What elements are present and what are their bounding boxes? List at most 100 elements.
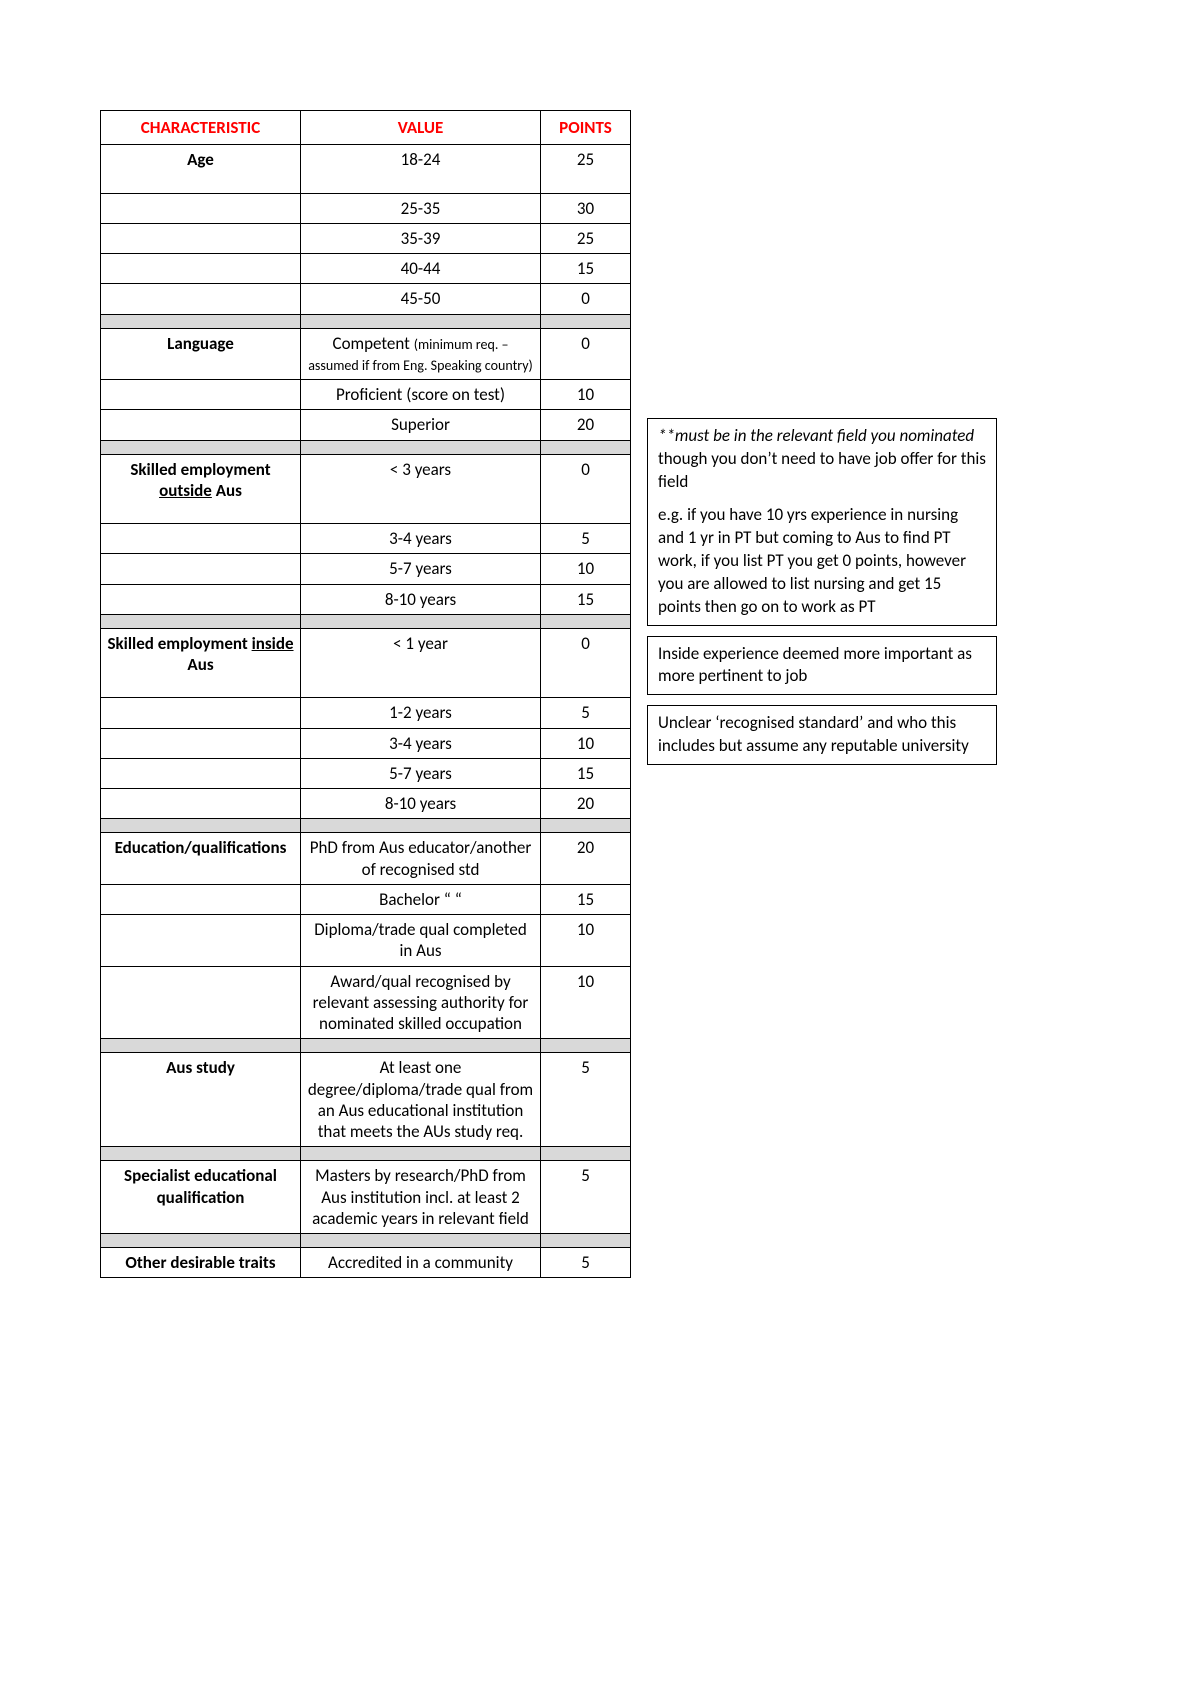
table-row: Specialist educational qualification Mas… — [101, 1161, 631, 1234]
char-spec-edu: Specialist educational qualification — [101, 1161, 301, 1234]
table-row: Award/qual recognised by relevant assess… — [101, 966, 631, 1039]
header-points: POINTS — [541, 111, 631, 145]
value-cell: 5-7 years — [301, 554, 541, 584]
table-row: Skilled employment inside Aus < 1 year 0 — [101, 628, 631, 698]
note-text: though you don’t need to have job offer … — [658, 448, 986, 492]
char-cell-empty — [101, 915, 301, 967]
label-part: Skilled employment — [130, 459, 270, 480]
value-cell: 1-2 years — [301, 698, 541, 728]
value-cell: < 1 year — [301, 628, 541, 698]
char-cell-empty — [101, 524, 301, 554]
table-header-row: CHARACTERISTIC VALUE POINTS — [101, 111, 631, 145]
table-row: Diploma/trade qual completed in Aus 10 — [101, 915, 631, 967]
char-emp-inside: Skilled employment inside Aus — [101, 628, 301, 698]
points-cell: 25 — [541, 223, 631, 253]
char-cell-empty — [101, 410, 301, 440]
points-cell: 20 — [541, 410, 631, 440]
char-cell-empty — [101, 758, 301, 788]
table-row: Education/qualifications PhD from Aus ed… — [101, 833, 631, 885]
label-underlined: outside — [159, 480, 212, 501]
points-cell: 15 — [541, 758, 631, 788]
points-cell: 10 — [541, 915, 631, 967]
value-cell: 40-44 — [301, 254, 541, 284]
char-education: Education/qualifications — [101, 833, 301, 885]
table-row: 8-10 years 15 — [101, 584, 631, 614]
label-underlined: inside — [252, 633, 294, 654]
points-cell: 15 — [541, 254, 631, 284]
table-row: 25-35 30 — [101, 193, 631, 223]
char-age: Age — [101, 145, 301, 193]
table-row: Language Competent (minimum req. – assum… — [101, 328, 631, 380]
char-other: Other desirable traits — [101, 1248, 301, 1278]
header-characteristic: CHARACTERISTIC — [101, 111, 301, 145]
points-cell: 0 — [541, 328, 631, 380]
value-cell: 8-10 years — [301, 789, 541, 819]
char-cell-empty — [101, 284, 301, 314]
value-cell: 35-39 — [301, 223, 541, 253]
value-cell: 3-4 years — [301, 728, 541, 758]
value-cell: PhD from Aus educator/another of recogni… — [301, 833, 541, 885]
table-spacer — [101, 440, 631, 454]
points-cell: 15 — [541, 584, 631, 614]
char-cell-empty — [101, 380, 301, 410]
value-cell: Accredited in a community — [301, 1248, 541, 1278]
sidebar-notes: **must be in the relevant field you nomi… — [647, 418, 997, 765]
header-value: VALUE — [301, 111, 541, 145]
points-cell: 0 — [541, 628, 631, 698]
char-cell-empty — [101, 789, 301, 819]
points-cell: 25 — [541, 145, 631, 193]
points-cell: 15 — [541, 884, 631, 914]
points-cell: 20 — [541, 833, 631, 885]
note-prefix: **must be in the relevant field you nomi… — [658, 425, 974, 446]
points-cell: 5 — [541, 1248, 631, 1278]
table-row: 40-44 15 — [101, 254, 631, 284]
points-table: CHARACTERISTIC VALUE POINTS Age 18-24 25… — [100, 110, 631, 1278]
value-cell: 5-7 years — [301, 758, 541, 788]
points-cell: 20 — [541, 789, 631, 819]
label-part: Skilled employment — [107, 633, 251, 654]
points-cell: 10 — [541, 966, 631, 1039]
table-row: Skilled employment outside Aus < 3 years… — [101, 454, 631, 524]
table-row: 5-7 years 10 — [101, 554, 631, 584]
label-part: Aus — [212, 480, 242, 501]
note-text: Unclear ‘recognised standard’ and who th… — [658, 712, 969, 756]
points-cell: 10 — [541, 728, 631, 758]
table-row: Age 18-24 25 — [101, 145, 631, 193]
char-language: Language — [101, 328, 301, 380]
note-relevant-field: **must be in the relevant field you nomi… — [647, 418, 997, 626]
char-cell-empty — [101, 223, 301, 253]
table-row: Bachelor “ “ 15 — [101, 884, 631, 914]
value-main: Competent — [333, 333, 414, 354]
value-cell: Superior — [301, 410, 541, 440]
value-cell: Award/qual recognised by relevant assess… — [301, 966, 541, 1039]
table-row: 45-50 0 — [101, 284, 631, 314]
note-text: e.g. if you have 10 yrs experience in nu… — [658, 504, 986, 619]
table-spacer — [101, 1234, 631, 1248]
table-row: 5-7 years 15 — [101, 758, 631, 788]
value-cell: Diploma/trade qual completed in Aus — [301, 915, 541, 967]
points-cell: 0 — [541, 284, 631, 314]
table-spacer — [101, 1039, 631, 1053]
table-row: Other desirable traits Accredited in a c… — [101, 1248, 631, 1278]
table-row: 35-39 25 — [101, 223, 631, 253]
points-cell: 5 — [541, 1053, 631, 1147]
char-cell-empty — [101, 884, 301, 914]
points-cell: 5 — [541, 1161, 631, 1234]
value-cell: Competent (minimum req. – assumed if fro… — [301, 328, 541, 380]
value-cell: 45-50 — [301, 284, 541, 314]
char-cell-empty — [101, 728, 301, 758]
points-cell: 5 — [541, 524, 631, 554]
value-cell: Masters by research/PhD from Aus institu… — [301, 1161, 541, 1234]
char-cell-empty — [101, 698, 301, 728]
char-emp-outside: Skilled employment outside Aus — [101, 454, 301, 524]
char-cell-empty — [101, 193, 301, 223]
value-cell: 8-10 years — [301, 584, 541, 614]
label-part: Aus — [187, 654, 213, 675]
table-row: 1-2 years 5 — [101, 698, 631, 728]
char-aus-study: Aus study — [101, 1053, 301, 1147]
value-cell: At least one degree/diploma/trade qual f… — [301, 1053, 541, 1147]
value-cell: 25-35 — [301, 193, 541, 223]
table-row: Aus study At least one degree/diploma/tr… — [101, 1053, 631, 1147]
value-cell: 18-24 — [301, 145, 541, 193]
value-cell: 3-4 years — [301, 524, 541, 554]
